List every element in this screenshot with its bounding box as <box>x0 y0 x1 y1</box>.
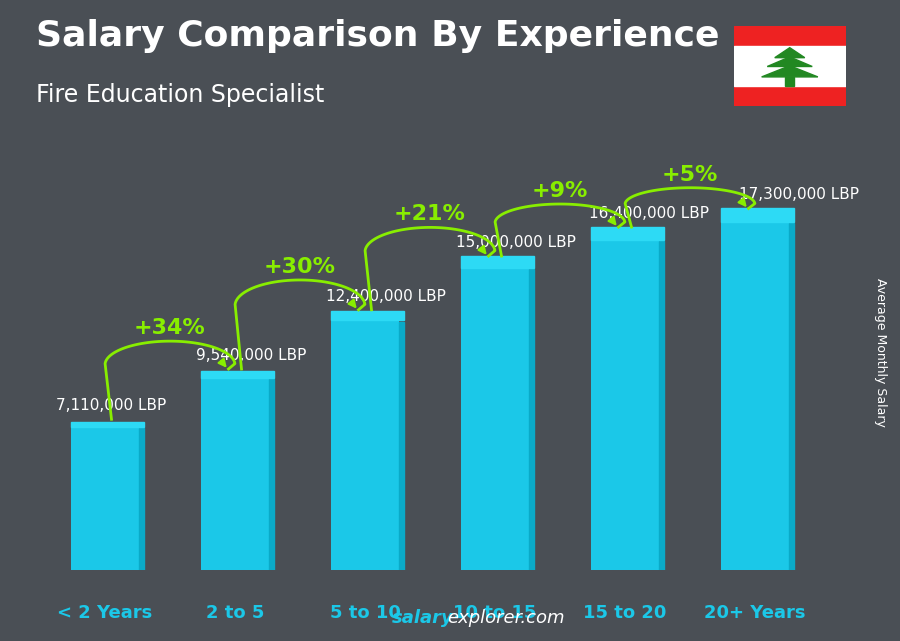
Bar <box>734 86 846 106</box>
Bar <box>734 26 846 46</box>
Bar <box>202 373 269 570</box>
Text: salary: salary <box>392 609 454 627</box>
Bar <box>202 370 274 378</box>
Text: 9,540,000 LBP: 9,540,000 LBP <box>196 348 306 363</box>
Bar <box>139 428 144 570</box>
Bar <box>721 213 788 570</box>
Text: 17,300,000 LBP: 17,300,000 LBP <box>740 187 860 203</box>
Bar <box>721 208 794 222</box>
Text: 12,400,000 LBP: 12,400,000 LBP <box>326 288 446 304</box>
Text: < 2 Years: < 2 Years <box>58 604 153 622</box>
Bar <box>399 322 404 570</box>
Text: Average Monthly Salary: Average Monthly Salary <box>874 278 886 427</box>
Text: +5%: +5% <box>662 165 718 185</box>
Bar <box>461 256 535 268</box>
Polygon shape <box>767 57 812 67</box>
Text: +9%: +9% <box>532 181 589 201</box>
Text: 15,000,000 LBP: 15,000,000 LBP <box>456 235 576 250</box>
Text: +21%: +21% <box>394 204 466 224</box>
Bar <box>785 77 794 86</box>
Bar <box>461 260 529 570</box>
Bar <box>331 311 404 320</box>
Bar <box>659 242 664 570</box>
Bar <box>591 231 659 570</box>
Bar <box>269 379 274 570</box>
Text: 7,110,000 LBP: 7,110,000 LBP <box>56 398 166 413</box>
Bar <box>71 422 144 427</box>
Text: 16,400,000 LBP: 16,400,000 LBP <box>589 206 708 221</box>
Text: Salary Comparison By Experience: Salary Comparison By Experience <box>36 19 719 53</box>
Text: explorer.com: explorer.com <box>447 609 565 627</box>
Bar <box>529 269 535 570</box>
Polygon shape <box>761 65 818 77</box>
Text: Fire Education Specialist: Fire Education Specialist <box>36 83 324 107</box>
Polygon shape <box>775 47 805 58</box>
Bar <box>331 314 399 570</box>
Text: 2 to 5: 2 to 5 <box>206 604 265 622</box>
Text: +34%: +34% <box>134 318 206 338</box>
Bar <box>71 424 139 570</box>
Text: 15 to 20: 15 to 20 <box>583 604 667 622</box>
Text: 5 to 10: 5 to 10 <box>329 604 400 622</box>
Bar <box>788 223 794 570</box>
Text: +30%: +30% <box>264 257 336 277</box>
Text: 20+ Years: 20+ Years <box>704 604 806 622</box>
Text: 10 to 15: 10 to 15 <box>454 604 536 622</box>
Bar <box>591 227 664 240</box>
Bar <box>734 46 846 86</box>
